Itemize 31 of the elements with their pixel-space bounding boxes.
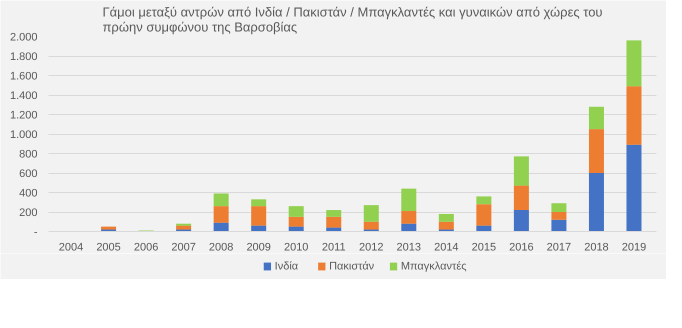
- chart-title: Γάμοι μεταξύ αντρών από Ινδία / Πακιστάν / Μπαγκλαντές και γυναικών από χώρες του πρώην συμφώνου της Βαρσοβίας: [102, 4, 603, 34]
- x-tick-label: 2006: [134, 242, 158, 254]
- y-tick-label: 800: [19, 148, 38, 160]
- x-tick-label: 2018: [584, 242, 609, 254]
- x-tick-label: 2011: [322, 242, 346, 254]
- x-tick-label: 2012: [359, 242, 384, 254]
- y-tick-label: -: [34, 226, 38, 238]
- x-tick-label: 2004: [58, 242, 84, 254]
- legend-label: Μπαγκλαντές: [400, 260, 467, 272]
- x-tick-label: 2007: [171, 242, 196, 254]
- x-tick-label: 2015: [472, 242, 496, 254]
- y-tick-label: 1.600: [10, 70, 38, 82]
- legend-label: Ινδία: [274, 260, 299, 272]
- y-tick-label: 1.800: [10, 51, 38, 63]
- x-tick-label: 2019: [622, 242, 646, 254]
- y-tick-label: 1.200: [10, 110, 38, 122]
- x-tick-label: 2008: [208, 242, 234, 254]
- legend-label: Πακιστάν: [329, 260, 375, 272]
- y-tick-label: 200: [19, 207, 38, 219]
- y-tick-label: 600: [19, 168, 38, 180]
- x-tick-label: 2016: [509, 242, 534, 254]
- x-tick-label: 2010: [284, 242, 308, 254]
- x-tick-label: 2014: [434, 242, 459, 254]
- y-tick-label: 1.400: [10, 90, 38, 102]
- y-tick-label: 2.000: [10, 32, 38, 44]
- x-tick-label: 2013: [396, 242, 422, 254]
- x-tick-label: 2005: [96, 242, 121, 254]
- x-tick-label: 2017: [546, 242, 572, 254]
- y-tick-label: 400: [19, 188, 38, 200]
- y-tick-label: 1.000: [10, 129, 38, 141]
- x-tick-label: 2009: [246, 242, 271, 254]
